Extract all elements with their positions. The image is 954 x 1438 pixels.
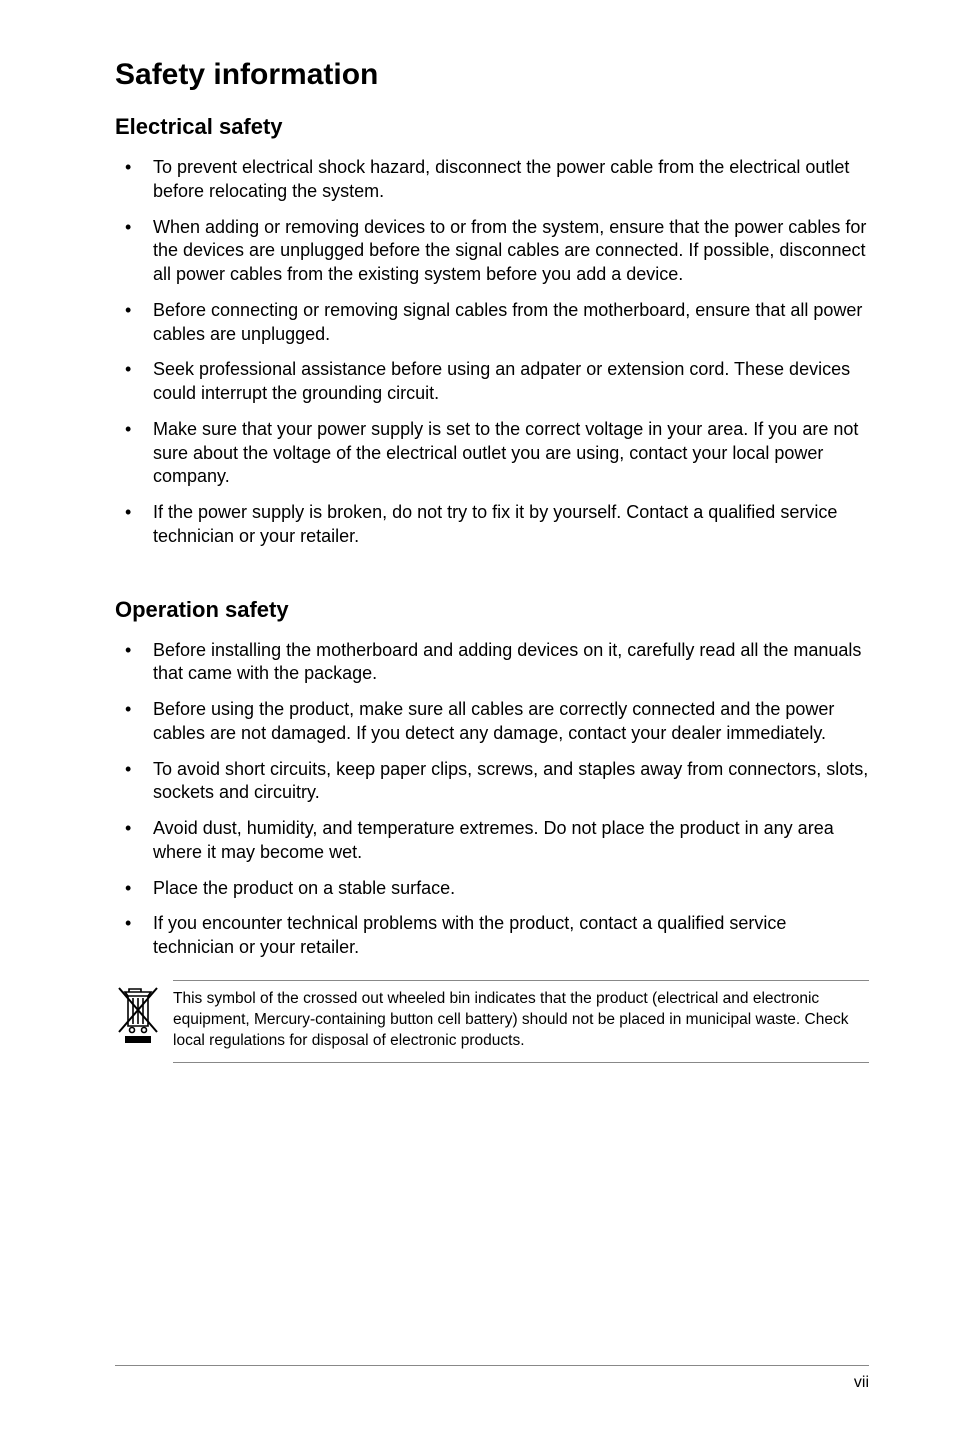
- document-page: Safety information Electrical safety To …: [0, 0, 954, 1438]
- list-item: Make sure that your power supply is set …: [115, 418, 869, 489]
- weee-bin-icon: [115, 986, 173, 1049]
- list-item: Before installing the motherboard and ad…: [115, 639, 869, 687]
- list-item: Before connecting or removing signal cab…: [115, 299, 869, 347]
- electrical-list: To prevent electrical shock hazard, disc…: [115, 156, 869, 549]
- list-item: To avoid short circuits, keep paper clip…: [115, 758, 869, 806]
- section-heading-operation: Operation safety: [115, 597, 869, 623]
- weee-note: This symbol of the crossed out wheeled b…: [115, 980, 869, 1063]
- page-number: vii: [854, 1374, 869, 1392]
- list-item: If you encounter technical problems with…: [115, 912, 869, 960]
- section-heading-electrical: Electrical safety: [115, 114, 869, 140]
- page-title: Safety information: [115, 58, 869, 92]
- list-item: When adding or removing devices to or fr…: [115, 216, 869, 287]
- list-item: Seek professional assistance before usin…: [115, 358, 869, 406]
- operation-list: Before installing the motherboard and ad…: [115, 639, 869, 960]
- list-item: Place the product on a stable surface.: [115, 877, 869, 901]
- footer-rule: [115, 1365, 869, 1366]
- list-item: If the power supply is broken, do not tr…: [115, 501, 869, 549]
- list-item: Before using the product, make sure all …: [115, 698, 869, 746]
- list-item: Avoid dust, humidity, and temperature ex…: [115, 817, 869, 865]
- list-item: To prevent electrical shock hazard, disc…: [115, 156, 869, 204]
- weee-note-text: This symbol of the crossed out wheeled b…: [173, 980, 869, 1063]
